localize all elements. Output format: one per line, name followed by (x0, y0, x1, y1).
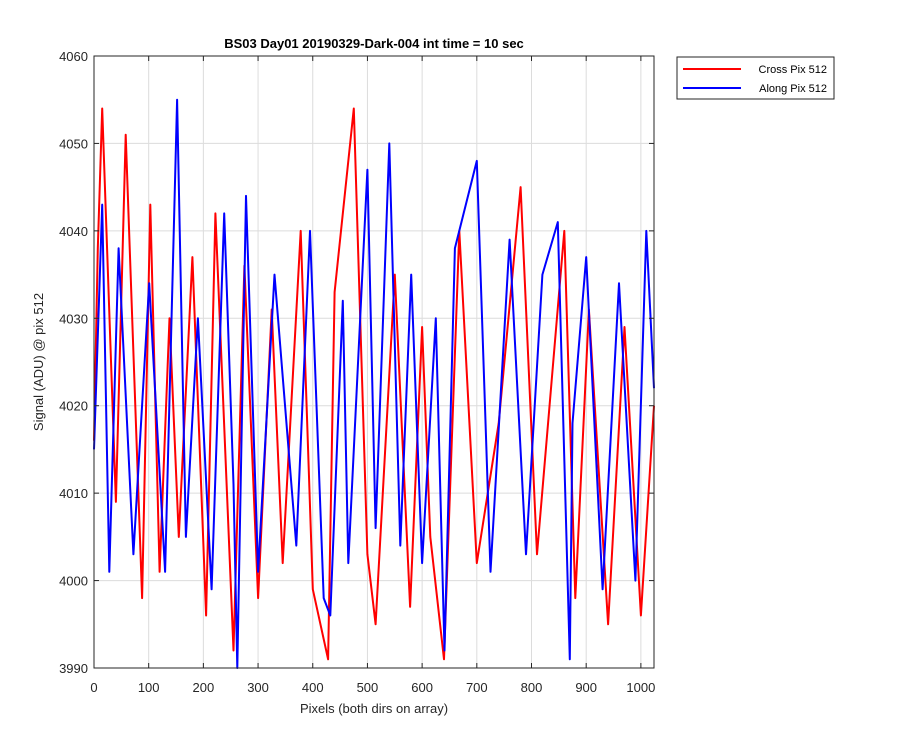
y-tick-labels: 3990 4000 4010 4020 4030 4040 4050 4060 (59, 49, 88, 676)
x-tick-label: 600 (411, 680, 433, 695)
legend: Cross Pix 512 Along Pix 512 (676, 56, 835, 100)
legend-label-along: Along Pix 512 (759, 83, 827, 95)
chart-title: BS03 Day01 20190329-Dark-004 int time = … (224, 36, 524, 51)
series-line-cross-pix-512 (93, 107, 655, 661)
y-axis-label: Signal (ADU) @ pix 512 (31, 293, 46, 431)
legend-box (676, 56, 835, 100)
axis-ticks (93, 55, 654, 669)
x-tick-label: 800 (521, 680, 543, 695)
y-tick-label: 4030 (59, 311, 88, 326)
x-tick-label: 1000 (626, 680, 655, 695)
legend-label-cross: Cross Pix 512 (759, 64, 827, 76)
plot-frame (93, 55, 655, 669)
x-tick-label: 100 (138, 680, 160, 695)
x-tick-label: 900 (575, 680, 597, 695)
x-tick-label: 300 (247, 680, 269, 695)
y-tick-label: 4060 (59, 49, 88, 64)
series-layer (93, 98, 655, 669)
x-tick-label: 400 (302, 680, 324, 695)
x-tick-label: 200 (193, 680, 215, 695)
x-tick-label: 0 (90, 680, 97, 695)
y-tick-label: 4040 (59, 224, 88, 239)
y-tick-label: 4020 (59, 399, 88, 414)
y-tick-label: 3990 (59, 661, 88, 676)
x-tick-labels: 0 100 200 300 400 500 600 700 800 900 1000 (90, 680, 655, 695)
series-line-along-pix-512 (93, 98, 655, 669)
y-tick-label: 4010 (59, 486, 88, 501)
x-axis-label: Pixels (both dirs on array) (300, 701, 448, 716)
x-tick-label: 500 (357, 680, 379, 695)
x-tick-label: 700 (466, 680, 488, 695)
y-tick-label: 4050 (59, 136, 88, 151)
y-tick-label: 4000 (59, 574, 88, 589)
